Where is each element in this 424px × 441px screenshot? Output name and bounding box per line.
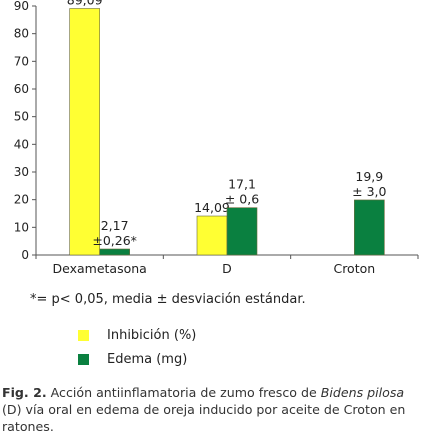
data-label-edema-mg-dexametasona: ±0,26*	[92, 233, 137, 248]
data-label-inhibicin--dexametasona: 89,09	[67, 0, 103, 8]
legend-item-inhibicion: Inhibición (%)	[78, 326, 196, 344]
bar-edema-mg-dexametasona	[99, 248, 130, 256]
data-label-inhibicin--d: 14,09	[194, 200, 230, 215]
x-tick-label-croton: Croton	[333, 261, 375, 276]
caption-species: Bidens pilosa	[320, 385, 405, 400]
legend-item-edema: Edema (mg)	[78, 350, 196, 368]
caption-fig-label: Fig. 2.	[2, 385, 47, 400]
caption-text-after: (D) vía oral en edema de oreja inducido …	[2, 402, 406, 434]
data-label-edema-mg-croton: 19,9	[355, 169, 383, 184]
legend-label-inhibicion: Inhibición (%)	[107, 327, 197, 343]
chart-footnote: *= p< 0,05, media ± desviación estándar.	[30, 292, 306, 307]
data-label-edema-mg-d: 17,1	[228, 177, 256, 192]
y-tick-label: 50	[14, 110, 29, 124]
y-tick-label: 60	[14, 82, 29, 96]
chart-legend: Inhibición (%) Edema (mg)	[78, 326, 196, 374]
bar-edema-mg-d	[226, 207, 258, 256]
y-tick-label: 90	[14, 0, 29, 13]
bar-inhibicin--d	[196, 215, 228, 256]
bar-chart: 0 10 20 30 40 50 60 70 80 90 Dexametasona 89,09 2,17…	[14, 0, 419, 276]
y-tick-label: 80	[14, 27, 29, 41]
x-tick-label-dexametasona: Dexametasona	[53, 261, 147, 276]
y-tick-label: 70	[14, 54, 29, 68]
legend-swatch-edema	[78, 353, 89, 365]
data-label-edema-mg-dexametasona: 2,17	[101, 218, 129, 233]
legend-label-edema: Edema (mg)	[107, 351, 188, 367]
y-tick-label: 20	[14, 193, 29, 207]
y-tick-label: 10	[14, 220, 29, 234]
y-tick-label: 0	[21, 248, 29, 262]
legend-swatch-inhibicion	[78, 329, 89, 341]
bar-edema-mg-croton	[354, 199, 385, 256]
caption-text-before: Acción antiinflamatoria de zumo fresco d…	[46, 385, 321, 400]
figure-caption: Fig. 2. Acción antiinflamatoria de zumo …	[2, 384, 422, 435]
data-label-edema-mg-croton: ± 3,0	[352, 184, 386, 199]
data-label-edema-mg-d: ± 0,6	[225, 192, 259, 207]
y-tick-label: 30	[14, 165, 29, 179]
bar-inhibicin--dexametasona	[69, 8, 100, 256]
x-tick-label-d: D	[222, 261, 232, 276]
y-tick-label: 40	[14, 137, 29, 151]
